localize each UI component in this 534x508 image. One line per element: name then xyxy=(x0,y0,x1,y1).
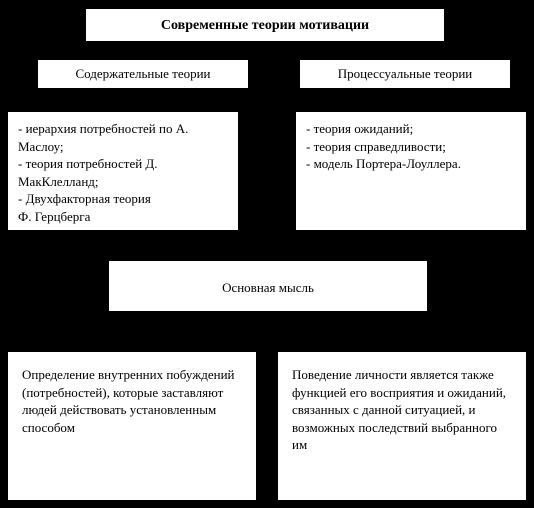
category-right: Процессуальные теории xyxy=(300,60,510,88)
description-right: Поведение личности является также функци… xyxy=(278,352,526,500)
diagram-title: Современные теории мотивации xyxy=(85,8,445,42)
category-left: Содержательные теории xyxy=(38,60,248,88)
description-left: Определение внутренних побуждений (потре… xyxy=(8,352,256,500)
list-right: - теория ожиданий; - теория справедливос… xyxy=(296,112,526,230)
middle-title: Основная мысль xyxy=(108,260,428,312)
list-left: - иерархия потребностей по А. Маслоу; - … xyxy=(8,112,238,230)
